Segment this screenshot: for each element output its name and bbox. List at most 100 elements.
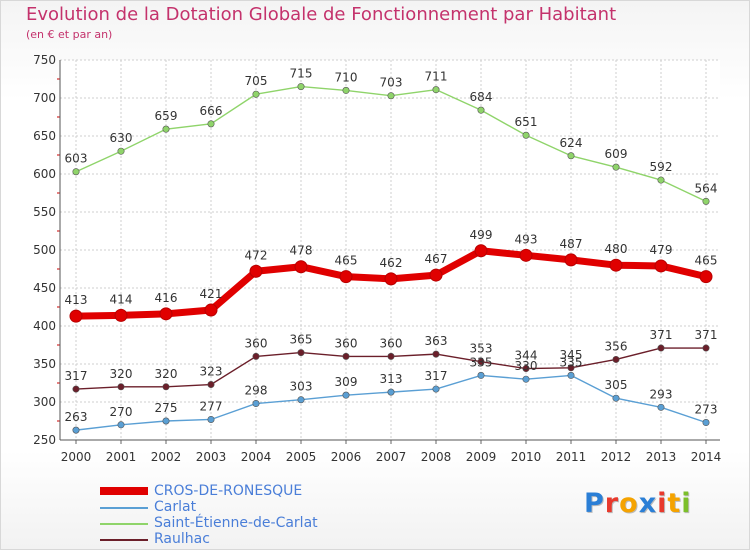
legend-swatch-saint-etienne-de-carlat xyxy=(100,523,148,525)
data-label-raulhac: 320 xyxy=(110,367,133,381)
x-tick-label: 2004 xyxy=(241,450,272,464)
data-label-cros-de-ronesque: 465 xyxy=(695,254,718,268)
logo-letter: o xyxy=(619,488,639,519)
data-label-cros-de-ronesque: 462 xyxy=(380,256,403,270)
data-point-cros-de-ronesque xyxy=(159,307,173,321)
logo-letter: i xyxy=(657,488,668,519)
data-point-saint-etienne-de-carlat xyxy=(702,197,710,205)
legend-swatch-cros-de-ronesque xyxy=(100,487,148,495)
data-point-saint-etienne-de-carlat xyxy=(522,131,530,139)
data-point-cros-de-ronesque xyxy=(339,270,353,284)
data-label-raulhac: 360 xyxy=(380,336,403,350)
data-point-saint-etienne-de-carlat xyxy=(567,152,575,160)
data-point-carlat xyxy=(432,385,440,393)
data-point-carlat xyxy=(162,417,170,425)
data-point-raulhac xyxy=(522,365,530,373)
data-label-raulhac: 320 xyxy=(155,367,178,381)
data-label-saint-etienne-de-carlat: 603 xyxy=(65,152,88,166)
chart-subtitle: (en € et par an) xyxy=(26,28,113,41)
data-label-raulhac: 371 xyxy=(650,328,673,342)
data-label-carlat: 335 xyxy=(560,355,583,369)
data-point-saint-etienne-de-carlat xyxy=(477,106,485,114)
data-label-saint-etienne-de-carlat: 705 xyxy=(245,74,268,88)
data-point-carlat xyxy=(477,371,485,379)
data-point-cros-de-ronesque xyxy=(114,308,128,322)
data-point-raulhac xyxy=(207,381,215,389)
data-point-raulhac xyxy=(252,352,260,360)
data-point-cros-de-ronesque xyxy=(384,272,398,286)
data-point-carlat xyxy=(567,371,575,379)
logo-letter: r xyxy=(604,488,620,519)
data-point-saint-etienne-de-carlat xyxy=(162,125,170,133)
data-point-carlat xyxy=(387,388,395,396)
data-point-carlat xyxy=(117,421,125,429)
data-label-cros-de-ronesque: 478 xyxy=(290,244,313,258)
data-label-carlat: 330 xyxy=(515,359,538,373)
data-point-raulhac xyxy=(477,358,485,366)
data-label-raulhac: 356 xyxy=(605,339,628,353)
data-label-cros-de-ronesque: 421 xyxy=(200,287,223,301)
x-tick-label: 2008 xyxy=(421,450,452,464)
data-label-saint-etienne-de-carlat: 659 xyxy=(155,109,178,123)
data-label-saint-etienne-de-carlat: 711 xyxy=(425,70,448,84)
data-point-carlat xyxy=(657,403,665,411)
data-point-cros-de-ronesque xyxy=(249,264,263,278)
x-tick-label: 2006 xyxy=(331,450,362,464)
y-tick-label: 650 xyxy=(33,129,56,143)
data-label-carlat: 275 xyxy=(155,401,178,415)
data-label-cros-de-ronesque: 499 xyxy=(470,228,493,242)
data-point-saint-etienne-de-carlat xyxy=(117,147,125,155)
data-label-raulhac: 323 xyxy=(200,365,223,379)
data-point-carlat xyxy=(207,415,215,423)
data-label-carlat: 317 xyxy=(425,369,448,383)
data-point-raulhac xyxy=(702,344,710,352)
data-label-cros-de-ronesque: 467 xyxy=(425,252,448,266)
data-label-saint-etienne-de-carlat: 684 xyxy=(470,90,493,104)
data-point-raulhac xyxy=(342,352,350,360)
legend-label-saint-etienne-de-carlat: Saint-Étienne-de-Carlat xyxy=(154,515,318,531)
y-tick-label: 350 xyxy=(33,357,56,371)
data-label-cros-de-ronesque: 465 xyxy=(335,254,358,268)
y-tick-label: 550 xyxy=(33,205,56,219)
data-point-cros-de-ronesque xyxy=(294,260,308,274)
data-label-carlat: 313 xyxy=(380,372,403,386)
data-label-carlat: 263 xyxy=(65,410,88,424)
x-tick-label: 2011 xyxy=(556,450,587,464)
data-point-cros-de-ronesque xyxy=(429,268,443,282)
logo-letter: i xyxy=(681,488,692,519)
data-point-raulhac xyxy=(297,349,305,357)
data-point-saint-etienne-de-carlat xyxy=(342,86,350,94)
x-tick-label: 2000 xyxy=(61,450,92,464)
legend-swatch-carlat xyxy=(100,507,148,509)
y-tick-label: 750 xyxy=(33,53,56,67)
data-point-saint-etienne-de-carlat xyxy=(72,168,80,176)
data-point-cros-de-ronesque xyxy=(519,248,533,262)
x-tick-label: 2007 xyxy=(376,450,407,464)
logo-letter: t xyxy=(667,488,682,519)
data-point-carlat xyxy=(252,400,260,408)
data-label-raulhac: 360 xyxy=(335,336,358,350)
data-point-cros-de-ronesque xyxy=(69,309,83,323)
x-tick-label: 2002 xyxy=(151,450,182,464)
data-point-raulhac xyxy=(432,350,440,358)
data-point-saint-etienne-de-carlat xyxy=(387,92,395,100)
data-label-cros-de-ronesque: 487 xyxy=(560,237,583,251)
data-point-raulhac xyxy=(567,364,575,372)
data-label-carlat: 270 xyxy=(110,405,133,419)
data-label-cros-de-ronesque: 480 xyxy=(605,242,628,256)
data-label-cros-de-ronesque: 472 xyxy=(245,248,268,262)
x-tick-label: 2009 xyxy=(466,450,497,464)
proxiti-logo: Proxiti xyxy=(584,488,692,519)
x-tick-label: 2010 xyxy=(511,450,542,464)
legend-label-raulhac: Raulhac xyxy=(154,531,210,547)
y-tick-label: 400 xyxy=(33,319,56,333)
data-label-cros-de-ronesque: 413 xyxy=(65,293,88,307)
data-label-carlat: 298 xyxy=(245,384,268,398)
y-tick-label: 450 xyxy=(33,281,56,295)
y-tick-label: 300 xyxy=(33,395,56,409)
data-point-raulhac xyxy=(162,383,170,391)
data-label-carlat: 335 xyxy=(470,355,493,369)
data-point-saint-etienne-de-carlat xyxy=(432,86,440,94)
logo-letter: P xyxy=(584,488,605,519)
